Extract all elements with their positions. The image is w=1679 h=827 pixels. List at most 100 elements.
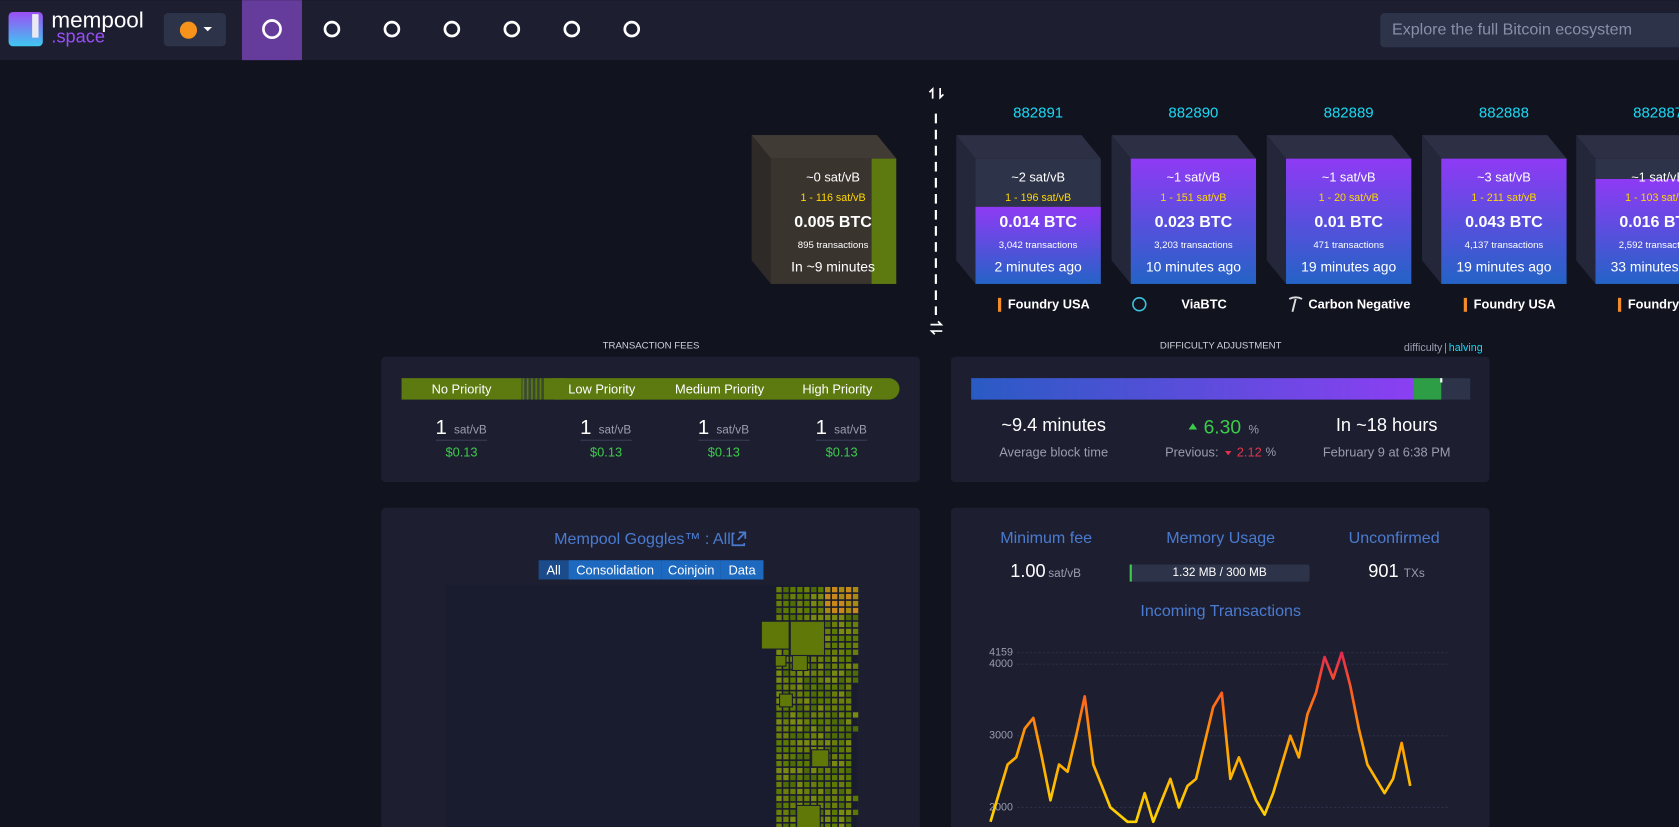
stat-value: 1.00 — [1010, 561, 1045, 581]
block-height[interactable]: 882891 — [1013, 105, 1063, 122]
goggles-tx — [790, 670, 796, 676]
block-tx-count: 3,203 transactions — [1154, 240, 1233, 251]
goggles-tx — [832, 740, 838, 746]
goggles-tx — [845, 649, 852, 655]
goggles-tx — [832, 788, 838, 795]
nav-icon[interactable] — [623, 20, 641, 38]
filter-label: All — [546, 562, 560, 577]
goggles-tx — [804, 740, 810, 746]
goggles-tx — [832, 781, 838, 788]
filter-label: Data — [729, 562, 757, 577]
logo-text: .space — [51, 26, 105, 46]
filter-button[interactable] — [720, 560, 764, 580]
goggles-tx — [790, 586, 796, 593]
fee-value: 1 — [698, 417, 709, 439]
goggles-tx — [832, 600, 838, 607]
goggles-tx — [825, 781, 831, 788]
nav-icon[interactable] — [383, 20, 401, 38]
goggles-tx — [790, 705, 796, 711]
goggles-tx — [818, 719, 824, 725]
goggles-tx — [804, 733, 810, 739]
goggles-tx — [852, 712, 859, 718]
search-box[interactable] — [1380, 13, 1679, 48]
nav-icon[interactable] — [503, 20, 521, 38]
goggles-tx — [804, 726, 810, 732]
block-height[interactable]: 882887 — [1633, 105, 1679, 122]
goggles-tx — [825, 684, 831, 690]
filter-button[interactable] — [661, 560, 721, 580]
difficulty-marker — [1440, 378, 1443, 383]
goggles-tx — [811, 586, 817, 593]
goggles-tx — [838, 788, 845, 795]
goggles-tx — [776, 823, 782, 827]
tab[interactable]: halving — [1449, 342, 1483, 354]
filter-button[interactable] — [568, 560, 662, 580]
goggles-tx — [776, 712, 782, 718]
goggles-tx — [838, 607, 845, 614]
stat-unit: sat/vB — [1048, 567, 1081, 580]
goggles-tx — [804, 760, 810, 767]
difficulty-change: 6.30 — [1204, 418, 1242, 439]
goggles-tx — [852, 677, 859, 683]
goggles-tx — [832, 767, 838, 774]
goggles-tx — [845, 816, 852, 823]
nav-icon[interactable] — [563, 20, 581, 38]
filter-button[interactable] — [538, 560, 569, 580]
goggles-tx — [790, 823, 796, 827]
goggles-tx — [776, 781, 782, 788]
goggles-tx — [832, 593, 838, 600]
block-fee-range: 1 - 116 sat/vB — [800, 192, 865, 204]
fee-usd: $0.13 — [445, 445, 477, 460]
goggles-tx — [776, 760, 782, 767]
goggles-tx — [832, 719, 838, 725]
goggles-tx — [776, 754, 782, 760]
goggles-tx — [804, 754, 810, 760]
goggles-tx — [838, 614, 845, 621]
block-height[interactable]: 882890 — [1168, 105, 1218, 122]
dropdown-caret — [203, 26, 213, 32]
goggles-tx — [852, 670, 859, 676]
goggles-tx — [783, 586, 789, 593]
filter-label: Coinjoin — [668, 562, 714, 577]
goggles-tx — [845, 635, 852, 642]
goggles-tx — [776, 774, 782, 781]
goggles-tx — [845, 809, 852, 816]
goggles-tx — [783, 788, 789, 795]
block-height[interactable]: 882888 — [1479, 105, 1529, 122]
goggles-tx — [804, 712, 810, 718]
nav-icon[interactable] — [443, 20, 461, 38]
goggles-tx — [852, 642, 859, 649]
nav-icon[interactable] — [262, 19, 282, 39]
block-fee: ~3 sat/vB — [1477, 169, 1531, 184]
goggles-tx — [845, 677, 852, 683]
block-fee: ~1 sat/vB — [1166, 169, 1220, 184]
goggles-tx — [811, 684, 817, 690]
block-fee: ~1 sat/vB — [1631, 169, 1679, 184]
tab[interactable]: difficulty — [1404, 342, 1443, 354]
goggles-tx — [832, 635, 838, 642]
goggles-tx — [832, 614, 838, 621]
nav-icon[interactable] — [323, 20, 341, 38]
block-height[interactable]: 882889 — [1324, 105, 1374, 122]
goggles-tx — [838, 698, 845, 704]
goggles-tx — [838, 628, 845, 635]
goggles-tx — [838, 705, 845, 711]
goggles-tx — [832, 684, 838, 690]
block-side — [1422, 135, 1442, 284]
goggles-tx — [797, 795, 803, 802]
fee-label: No Priority — [432, 381, 492, 396]
panel-title: TRANSACTION FEES — [603, 341, 700, 352]
active-tab[interactable] — [241, 0, 302, 61]
goggles-tx — [845, 684, 852, 690]
pool-icon — [1132, 297, 1147, 312]
memory-bar — [1129, 564, 1310, 582]
memory-bar-fill — [1129, 564, 1132, 582]
external-link-icon — [731, 531, 747, 547]
goggles-tx — [825, 628, 831, 635]
block-fee: ~0 sat/vB — [806, 169, 860, 184]
goggles-tx — [832, 754, 838, 760]
goggles-tx — [804, 698, 810, 704]
goggles-tx — [838, 635, 845, 642]
goggles-tx — [804, 781, 810, 788]
goggles-title: Mempool Goggles™ : All — [554, 530, 731, 548]
